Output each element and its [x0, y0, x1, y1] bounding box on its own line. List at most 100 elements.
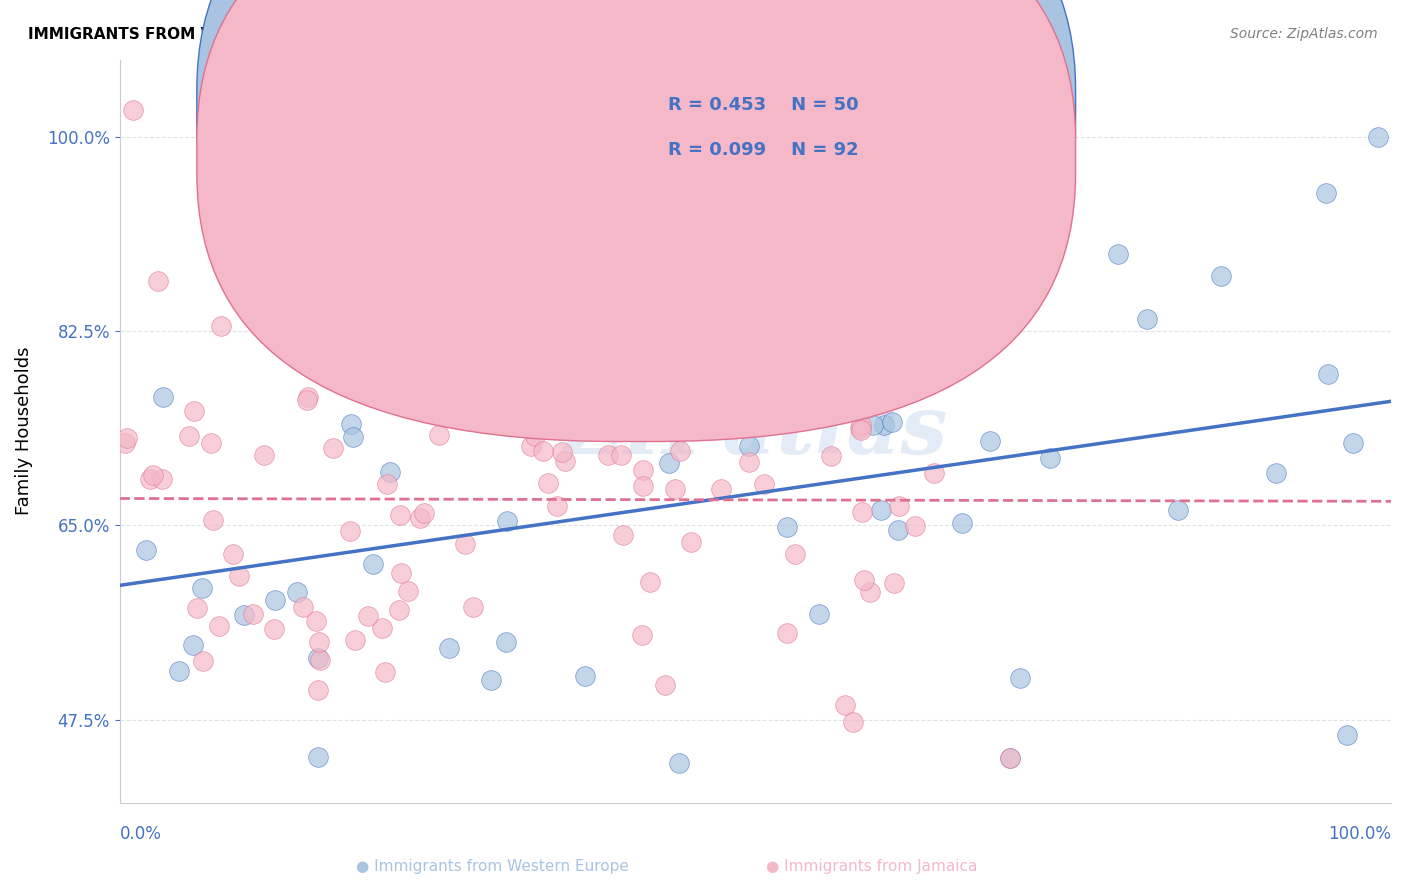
- Point: [378, 466, 401, 480]
- Point: [295, 393, 318, 408]
- Point: [1107, 247, 1129, 261]
- Point: [1341, 435, 1364, 450]
- Point: [339, 417, 361, 431]
- Point: [688, 388, 710, 402]
- Text: ZIPatlas: ZIPatlas: [562, 392, 948, 471]
- Point: [308, 635, 330, 649]
- Point: [537, 476, 560, 491]
- Point: [478, 401, 501, 416]
- Point: [820, 449, 842, 463]
- Point: [799, 379, 821, 393]
- Point: [658, 456, 681, 470]
- Point: [263, 622, 285, 636]
- Point: [135, 543, 157, 558]
- Point: [339, 524, 361, 538]
- Point: [396, 584, 419, 599]
- Point: [873, 418, 896, 433]
- Point: [453, 537, 475, 551]
- Point: [363, 219, 385, 233]
- Text: IMMIGRANTS FROM WESTERN EUROPE VS IMMIGRANTS FROM JAMAICA FAMILY HOUSEHOLDS CORR: IMMIGRANTS FROM WESTERN EUROPE VS IMMIGR…: [28, 27, 1014, 42]
- Point: [574, 669, 596, 683]
- Point: [307, 682, 329, 697]
- Point: [242, 607, 264, 621]
- Point: [554, 454, 576, 468]
- Point: [551, 444, 574, 458]
- Point: [357, 608, 380, 623]
- Point: [596, 448, 619, 462]
- Point: [752, 476, 775, 491]
- Point: [631, 479, 654, 493]
- Point: [911, 331, 934, 345]
- Point: [152, 390, 174, 404]
- Point: [1039, 450, 1062, 465]
- Point: [631, 463, 654, 477]
- Text: Source: ZipAtlas.com: Source: ZipAtlas.com: [1230, 27, 1378, 41]
- Point: [873, 238, 896, 252]
- Point: [519, 439, 541, 453]
- Point: [186, 600, 208, 615]
- Point: [530, 299, 553, 313]
- Point: [869, 503, 891, 517]
- Point: [883, 575, 905, 590]
- Point: [807, 607, 830, 622]
- Point: [654, 678, 676, 692]
- Y-axis label: Family Households: Family Households: [15, 347, 32, 516]
- Point: [849, 423, 872, 437]
- Point: [859, 585, 882, 599]
- Point: [1167, 502, 1189, 516]
- Point: [1264, 466, 1286, 480]
- Point: [202, 513, 225, 527]
- Point: [709, 264, 731, 278]
- Point: [391, 566, 413, 581]
- Text: ● Immigrants from Jamaica: ● Immigrants from Jamaica: [766, 859, 977, 874]
- Point: [193, 654, 215, 668]
- Point: [388, 508, 411, 523]
- Point: [738, 455, 761, 469]
- Point: [437, 640, 460, 655]
- Point: [374, 665, 396, 679]
- Point: [342, 430, 364, 444]
- Point: [232, 608, 254, 623]
- Point: [146, 275, 169, 289]
- Text: ● Immigrants from Western Europe: ● Immigrants from Western Europe: [356, 859, 628, 874]
- Point: [409, 511, 432, 525]
- Point: [886, 524, 908, 538]
- Point: [496, 514, 519, 528]
- Point: [979, 434, 1001, 448]
- Point: [849, 418, 872, 433]
- Point: [479, 673, 502, 687]
- Point: [612, 528, 634, 542]
- Point: [546, 500, 568, 514]
- Point: [322, 441, 344, 455]
- Point: [142, 467, 165, 482]
- Point: [1317, 367, 1340, 381]
- Point: [904, 519, 927, 533]
- Point: [388, 603, 411, 617]
- Point: [567, 386, 589, 401]
- Point: [852, 573, 875, 587]
- Point: [762, 351, 785, 365]
- Point: [263, 593, 285, 607]
- Point: [183, 638, 205, 652]
- Point: [183, 404, 205, 418]
- Point: [513, 414, 536, 428]
- Point: [1336, 728, 1358, 742]
- Point: [363, 558, 385, 572]
- Point: [922, 466, 945, 480]
- Point: [785, 390, 807, 404]
- Point: [115, 431, 138, 445]
- Point: [862, 417, 884, 432]
- Text: R = 0.453    N = 50: R = 0.453 N = 50: [668, 96, 859, 114]
- Point: [495, 635, 517, 649]
- Point: [668, 756, 690, 771]
- Point: [776, 519, 799, 533]
- Point: [834, 698, 856, 712]
- Point: [846, 288, 869, 302]
- Point: [461, 599, 484, 614]
- Point: [585, 415, 607, 429]
- Point: [1136, 312, 1159, 326]
- Text: R = 0.099    N = 92: R = 0.099 N = 92: [668, 141, 859, 159]
- Point: [1209, 269, 1232, 284]
- Point: [253, 448, 276, 462]
- Point: [316, 219, 339, 233]
